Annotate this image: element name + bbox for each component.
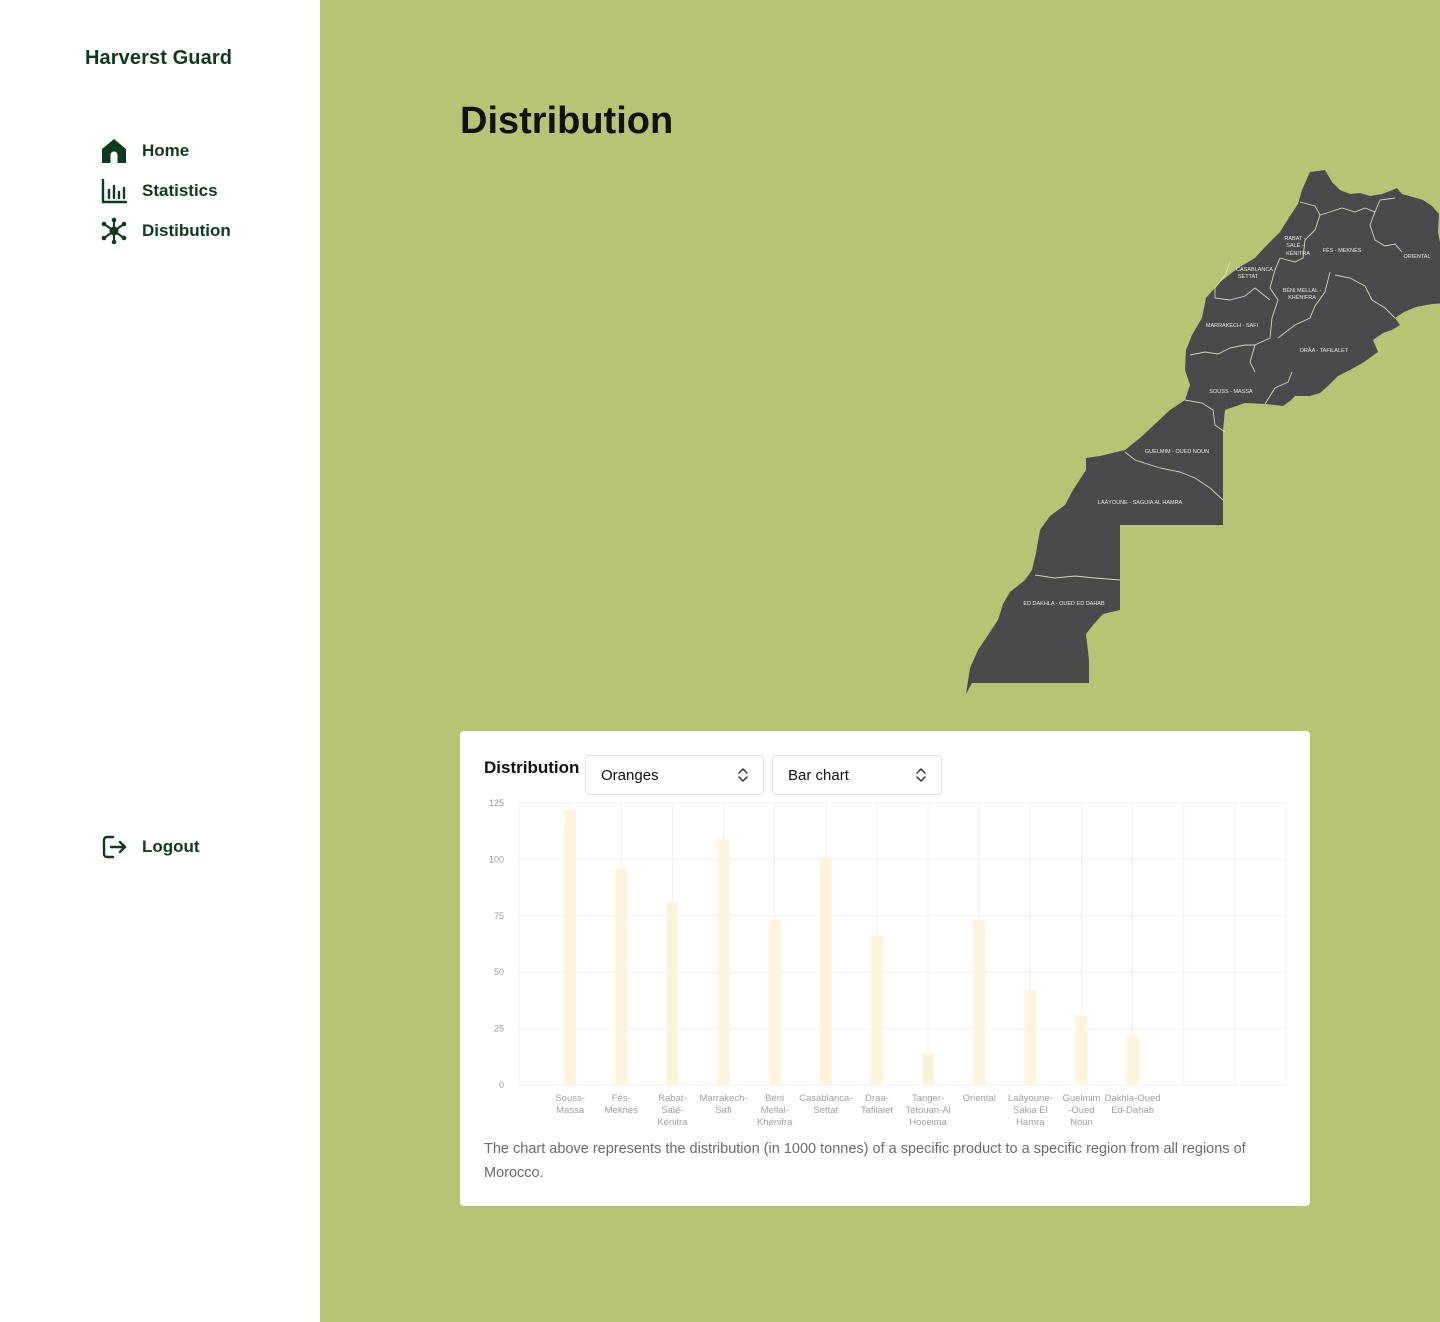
x-tick-label: Noun xyxy=(1070,1117,1093,1128)
y-tick-label: 25 xyxy=(494,1024,504,1034)
x-tick-label: Salé- xyxy=(661,1105,683,1116)
chart-caption: The chart above represents the distribut… xyxy=(484,1141,1246,1181)
network-icon xyxy=(100,217,128,245)
bar xyxy=(1024,990,1037,1085)
bar xyxy=(973,920,986,1085)
bar xyxy=(1126,1035,1139,1085)
morocco-map: RABAT - SALÉ - KÉNITRA FÈS - MEKNÈS ORIE… xyxy=(966,170,1440,694)
y-tick-label: 125 xyxy=(489,798,504,808)
x-tick-label: Kénitra xyxy=(657,1117,688,1128)
bar xyxy=(768,920,781,1085)
x-tick-label: Khénifra xyxy=(757,1117,793,1128)
logout-icon xyxy=(100,833,128,861)
chevron-up-down-icon xyxy=(916,768,926,782)
bar xyxy=(819,857,832,1085)
map-label-beni-2: KHÉNIFRA xyxy=(1288,294,1316,301)
nav-label-distribution: Distibution xyxy=(142,221,231,240)
bar xyxy=(717,839,730,1085)
x-tick-label: Hamra xyxy=(1016,1117,1045,1128)
x-tick-label: Tetouan-Al xyxy=(905,1105,950,1116)
logout-button[interactable]: Logout xyxy=(100,833,200,861)
map-label-draa: DRÂA - TAFILALET xyxy=(1300,347,1349,354)
morocco-outline xyxy=(966,170,1440,694)
x-tick-label: -Oued xyxy=(1068,1105,1094,1116)
map-label-souss: SOUSS - MASSA xyxy=(1209,389,1253,395)
x-tick-label: Tanger- xyxy=(912,1093,944,1104)
x-tick-label: Marrakech- xyxy=(700,1093,748,1104)
region-labels: RABAT - SALÉ - KÉNITRA FÈS - MEKNÈS ORIE… xyxy=(1023,236,1430,607)
bar xyxy=(870,936,883,1085)
nav-label-home: Home xyxy=(142,141,190,160)
y-tick-label: 100 xyxy=(489,854,504,864)
home-icon xyxy=(100,137,128,165)
main-content: Distribution RABAT - SALÉ - KÉNITRA FÈS … xyxy=(320,0,1440,1322)
x-tick-label: Dakhla-Oued xyxy=(1105,1093,1161,1104)
x-tick-label: Rabat- xyxy=(658,1093,687,1104)
nav-item-distribution[interactable]: Distibution xyxy=(100,217,231,245)
y-tick-label: 75 xyxy=(494,911,504,921)
map-label-guelmim: GUELMIM - OUED NOUN xyxy=(1145,449,1209,455)
x-tick-label: Guelmim xyxy=(1062,1093,1100,1104)
nav-label-statistics: Statistics xyxy=(142,181,218,200)
bar xyxy=(564,809,577,1085)
bar xyxy=(1075,1015,1088,1085)
x-tick-label: Casablanca- xyxy=(799,1093,852,1104)
bar-chart: 0 25 50 75 100 125 Souss-Massa Fès-Meknès Rabat-… xyxy=(489,798,1287,1128)
nav-item-statistics[interactable]: Statistics xyxy=(100,177,218,205)
map-label-beni-1: BÉNI MELLAL - xyxy=(1283,287,1322,294)
map-label-rabat-1: RABAT - xyxy=(1284,236,1305,242)
x-tick-label: Hoceima xyxy=(909,1117,947,1128)
distribution-card: Distribution Oranges Bar chart 0 25 50 75 10… xyxy=(460,731,1310,1206)
brand-name: Harverst Guard xyxy=(85,47,233,69)
x-tick-label: Meknès xyxy=(605,1105,639,1116)
x-tick-label: Fès- xyxy=(612,1093,631,1104)
x-tick-label: Draa- xyxy=(865,1093,889,1104)
chart-type-select[interactable]: Bar chart xyxy=(772,755,942,795)
x-tick-label: Ed-Dahab xyxy=(1111,1105,1154,1116)
bar xyxy=(666,902,679,1085)
bar xyxy=(615,868,628,1085)
region-borders xyxy=(1034,197,1403,581)
x-tick-label: Laâyoune- xyxy=(1008,1093,1053,1104)
x-tick-label: Oriental xyxy=(963,1093,996,1104)
page-title: Distribution xyxy=(460,100,674,142)
sidebar: Harverst Guard Home Statistics Distibuti… xyxy=(0,0,320,1322)
x-tick-label: Settat xyxy=(813,1105,838,1116)
x-tick-label: Massa xyxy=(556,1105,585,1116)
map-label-casablanca-1: CASABLANCA - xyxy=(1236,267,1276,273)
y-tick-label: 50 xyxy=(494,967,504,977)
x-tick-label: Sakia El xyxy=(1013,1105,1048,1116)
chart-type-select-value: Bar chart xyxy=(788,766,849,784)
map-label-rabat-2: SALÉ - xyxy=(1286,242,1304,249)
logout-label: Logout xyxy=(142,837,200,856)
map-label-laayoune: LAÂYOUNE - SAGUIA AL HAMRA xyxy=(1098,499,1183,506)
map-label-oriental: ORIENTAL xyxy=(1403,254,1430,260)
card-title: Distribution xyxy=(484,758,580,777)
map-label-dakhla: ED DAKHLA - OUED ED DAHAB xyxy=(1023,601,1105,607)
chevron-up-down-icon xyxy=(738,768,748,782)
product-select[interactable]: Oranges xyxy=(585,755,764,795)
x-tick-label: Tafilalet xyxy=(861,1105,894,1116)
map-label-rabat-3: KÉNITRA xyxy=(1286,250,1310,257)
map-label-marrakech: MARRAKECH - SAFI xyxy=(1206,323,1259,329)
bar xyxy=(922,1053,935,1085)
bar-chart-icon xyxy=(100,177,128,205)
x-tick-label: Safi xyxy=(715,1105,731,1116)
product-select-value: Oranges xyxy=(601,766,659,784)
nav-item-home[interactable]: Home xyxy=(100,137,189,165)
x-tick-label: Béni xyxy=(765,1093,784,1104)
map-label-fes: FÈS - MEKNÈS xyxy=(1323,247,1362,254)
x-tick-label: Souss- xyxy=(555,1093,585,1104)
map-label-casablanca-2: SETTAT xyxy=(1238,274,1259,280)
y-tick-label: 0 xyxy=(499,1080,504,1090)
x-tick-label: Mellal- xyxy=(761,1105,789,1116)
